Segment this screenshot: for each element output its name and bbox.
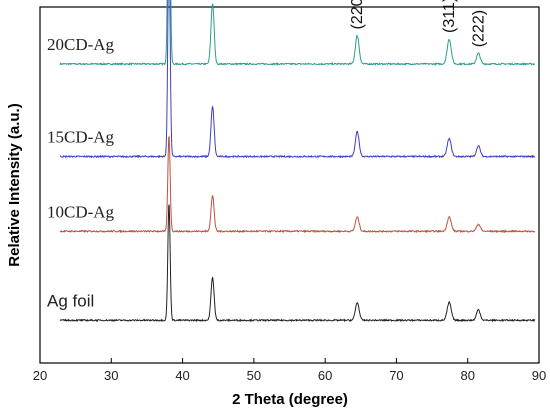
x-tick-label: 40 [175,368,189,383]
series-label-3: Ag foil [47,291,94,310]
series-line-2 [59,135,536,234]
peak-label: (222) [470,10,487,47]
series-label-2: 10CD-Ag [47,202,115,221]
x-tick-label: 20 [33,368,47,383]
x-axis-ticks: 20 30 40 50 60 70 80 90 [33,358,546,383]
x-tick-label: 80 [460,368,474,383]
plot-frame [39,6,540,364]
series-label-1: 15CD-Ag [47,128,115,147]
series-line-0 [59,0,536,67]
y-axis-title: Relative Intensity (a.u.) [6,103,23,266]
series-line-1 [59,0,536,159]
series-line-3 [59,204,536,323]
x-tick-label: 60 [318,368,332,383]
series-layer [59,0,536,323]
x-tick-label: 30 [104,368,118,383]
peak-label: (220) [349,0,366,30]
x-tick-label: 90 [532,368,546,383]
x-tick-label: 70 [389,368,403,383]
x-tick-label: 50 [247,368,261,383]
series-label-0: 20CD-Ag [47,35,115,54]
peak-label: (311) [441,0,458,33]
x-axis-title: 2 Theta (degree) [232,391,348,408]
